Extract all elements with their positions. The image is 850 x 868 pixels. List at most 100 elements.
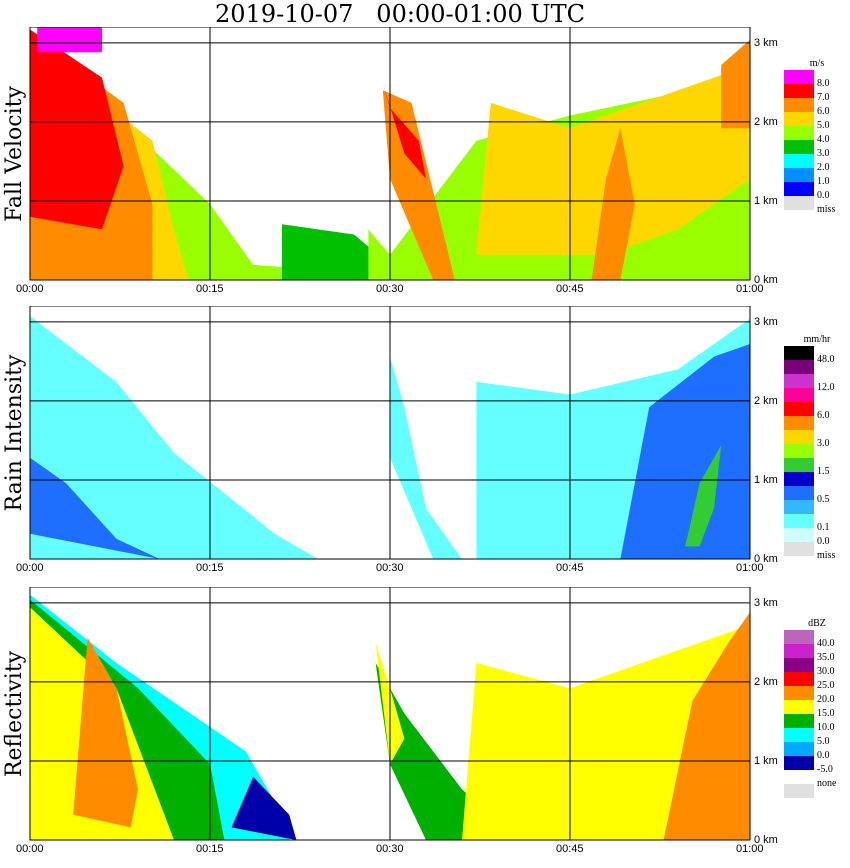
- legend-label: 20.0: [817, 694, 835, 705]
- legend-swatch: [784, 402, 814, 416]
- legend-swatch: [784, 154, 814, 168]
- legend-swatch: [784, 374, 814, 388]
- y-axis-label: Reflectivity: [2, 650, 27, 777]
- region-6: [375, 662, 520, 840]
- legend-swatch: [784, 388, 814, 402]
- legend-swatch: [784, 770, 814, 784]
- legend-label: 0.0: [817, 190, 830, 201]
- legend-swatch: [784, 686, 814, 700]
- legend: dBZ 40.0 35.0 30.0 25.0 20.0 15.0 10.0 5.0 0.0 -5.…: [784, 618, 850, 800]
- legend-label: 25.0: [817, 680, 835, 691]
- region-1: [30, 316, 318, 559]
- legend-swatch: [784, 444, 814, 458]
- legend-label: 8.0: [817, 78, 830, 89]
- y-tick-label: 1 km: [754, 754, 778, 767]
- legend: mm/hr 48.0 12.0 6.0 3.0 1.5 0.5 0.1 0.0 miss: [784, 334, 850, 561]
- legend-label: miss: [817, 204, 836, 215]
- legend-swatch: [784, 700, 814, 714]
- y-tick-label: 1 km: [754, 473, 778, 486]
- y-tick-label: 3 km: [754, 596, 778, 609]
- legend-swatch: [784, 196, 814, 210]
- x-tick-label: 00:30: [376, 843, 404, 855]
- y-axis-label: Rain Intensity: [2, 354, 27, 511]
- legend-swatch: [784, 658, 814, 672]
- legend-label: none: [817, 778, 837, 789]
- y-tick-label: 0 km: [754, 274, 778, 286]
- region-6: [685, 445, 722, 547]
- legend-swatch: [784, 644, 814, 658]
- legend: m/s 8.0 7.0 6.0 5.0 4.0 3.0 2.0 1.0 0.0 miss: [784, 58, 850, 215]
- legend-swatch: [784, 168, 814, 182]
- region-7b: [382, 82, 426, 179]
- legend-label: 35.0: [817, 652, 835, 663]
- legend-swatch: [784, 486, 814, 500]
- y-tick-label: 2 km: [754, 675, 778, 688]
- legend-label: miss: [817, 550, 836, 561]
- legend-swatch: [784, 630, 814, 644]
- legend-swatch: [784, 728, 814, 742]
- legend-label: 40.0: [817, 638, 835, 649]
- y-tick-label: 3 km: [754, 36, 778, 49]
- x-tick-label: 00:00: [16, 843, 44, 855]
- x-tick-label: 00:15: [196, 843, 224, 855]
- region-5: [620, 344, 750, 559]
- legend-unit: m/s: [809, 58, 825, 69]
- legend-unit: mm/hr: [803, 334, 831, 345]
- legend-swatch: [784, 742, 814, 756]
- legend-swatch: [784, 528, 814, 542]
- x-tick-label: 01:00: [736, 283, 764, 295]
- x-tick-label: 01:00: [736, 843, 764, 855]
- legend-swatch: [784, 430, 814, 444]
- x-tick-label: 00:00: [16, 283, 44, 295]
- x-tick-label: 00:45: [556, 283, 584, 295]
- legend-label: 10.0: [817, 722, 835, 733]
- y-axis-label: Fall Velocity: [2, 85, 27, 222]
- legend-swatch: [784, 672, 814, 686]
- x-tick-label: 00:45: [556, 562, 584, 574]
- x-tick-label: 00:00: [16, 562, 44, 574]
- legend-label: 5.0: [817, 736, 830, 747]
- panel-1-plot: [29, 27, 751, 281]
- legend-label: -5.0: [817, 764, 833, 775]
- legend-swatch: [784, 542, 814, 556]
- region-7: [37, 27, 103, 53]
- legend-label: 3.0: [817, 148, 830, 159]
- legend-swatch: [784, 182, 814, 196]
- x-tick-label: 00:30: [376, 283, 404, 295]
- legend-swatch: [784, 126, 814, 140]
- legend-label: 1.0: [817, 176, 830, 187]
- legend-swatch: [784, 416, 814, 430]
- panel-2-plot: [29, 306, 751, 560]
- region-3: [390, 356, 462, 559]
- legend-swatch: [784, 500, 814, 514]
- plot-frame: [29, 306, 751, 560]
- legend-label: 3.0: [817, 438, 830, 449]
- legend-swatch: [784, 70, 814, 84]
- region-2: [30, 457, 160, 559]
- region-6: [30, 29, 124, 230]
- legend-label: 7.0: [817, 92, 830, 103]
- y-tick-label: 0 km: [754, 553, 778, 565]
- legend-swatch: [784, 756, 814, 770]
- chart-title: 2019-10-07 00:00-01:00 UTC: [215, 0, 585, 28]
- legend-label: 6.0: [817, 410, 830, 421]
- legend-label: 1.5: [817, 466, 830, 477]
- y-tick-label: 2 km: [754, 115, 778, 128]
- y-tick-label: 0 km: [754, 834, 778, 846]
- legend-label: 5.0: [817, 120, 830, 131]
- legend-label: 0.0: [817, 536, 830, 547]
- region-5: [231, 776, 297, 840]
- plot-frame: [29, 587, 751, 841]
- legend-label: 48.0: [817, 354, 835, 365]
- legend-unit: dBZ: [808, 618, 826, 629]
- legend-label: 0.1: [817, 522, 830, 533]
- legend-swatch: [784, 346, 814, 360]
- legend-swatch: [784, 514, 814, 528]
- legend-label: 0.0: [817, 750, 830, 761]
- legend-swatch: [784, 84, 814, 98]
- region-9: [663, 612, 750, 840]
- legend-label: 4.0: [817, 134, 830, 145]
- panel-3-plot: [29, 587, 751, 841]
- legend-swatch: [784, 458, 814, 472]
- x-tick-label: 00:45: [556, 843, 584, 855]
